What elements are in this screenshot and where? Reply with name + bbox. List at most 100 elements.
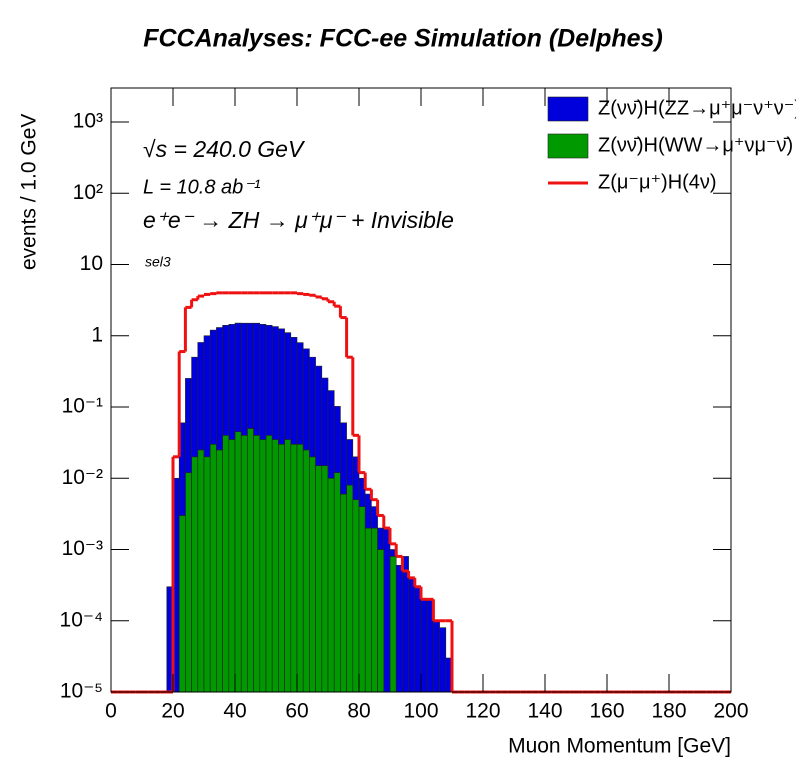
histogram-bar [302, 348, 310, 451]
histogram-bar [228, 324, 236, 440]
histogram-bar [414, 586, 422, 693]
y-tick-label: 10⁻⁵ [60, 680, 103, 703]
histogram-bar [203, 456, 211, 693]
histogram-bar [234, 431, 242, 693]
annotation: √s = 240.0 GeV [143, 136, 306, 162]
annotation: L = 10.8 ab⁻¹ [143, 176, 261, 198]
histogram-bar [327, 390, 335, 479]
histogram-bar [191, 456, 199, 693]
histogram-bar [327, 477, 335, 693]
histogram-bar [240, 322, 248, 436]
histogram-bar [222, 325, 230, 436]
x-tick-label: 60 [285, 700, 308, 723]
histogram-bar [408, 577, 416, 693]
histogram-bar [185, 378, 192, 473]
histogram-bar [309, 356, 316, 458]
histogram-bar [371, 527, 378, 693]
histogram-bar [371, 506, 378, 529]
y-axis-label: events / 1.0 GeV [18, 114, 41, 270]
histogram-bar [253, 435, 261, 693]
histogram-bar [346, 484, 354, 693]
histogram-bar [296, 443, 304, 693]
histogram-bar [321, 377, 329, 467]
x-tick-label: 200 [713, 700, 748, 723]
histogram-bar [340, 422, 347, 495]
histogram-bar [265, 325, 273, 436]
y-tick-label: 1 [91, 323, 103, 346]
histogram-bar [234, 322, 242, 433]
chart-title: FCCAnalyses: FCC-ee Simulation (Delphes) [143, 25, 663, 53]
histogram-bar [278, 328, 285, 445]
histogram-bar [185, 472, 192, 693]
histogram-bar [315, 365, 323, 467]
histogram-bar [284, 439, 292, 693]
y-tick-label: 10⁻¹ [62, 395, 103, 418]
histogram-bar [178, 515, 186, 693]
histogram-bar [228, 439, 236, 693]
histogram-bar [209, 329, 217, 445]
histogram-bar [265, 435, 273, 693]
x-tick-label: 140 [527, 700, 562, 723]
histogram-bar [377, 527, 385, 550]
histogram-bar [253, 322, 261, 436]
y-tick-label: 10² [73, 181, 103, 204]
histogram-bar [296, 342, 304, 445]
histogram-bar [333, 472, 341, 693]
y-tick-label: 10⁻³ [62, 537, 103, 560]
histogram-bar [420, 599, 428, 693]
histogram-bar [290, 443, 298, 693]
histogram-bar [222, 435, 230, 693]
histogram-bar [315, 465, 323, 693]
histogram-bar [321, 465, 329, 693]
histogram-bar [358, 506, 366, 693]
x-tick-label: 0 [105, 700, 117, 723]
histogram-bar [309, 456, 316, 693]
legend-swatch [547, 96, 589, 122]
annotation: e⁺e⁻ → ZH → μ⁺μ⁻ + Invisible [143, 207, 454, 233]
histogram-bar [383, 527, 391, 693]
histogram-bar [352, 499, 360, 693]
x-tick-label: 20 [161, 700, 184, 723]
histogram-bar [364, 527, 372, 693]
histogram-bar [247, 428, 254, 693]
legend-label: Z(νν̄)H(ZZ→μ⁺μ⁻ν⁺ν⁻) [598, 97, 796, 119]
histogram-bar [216, 327, 223, 451]
histogram-bar [433, 620, 440, 693]
histogram-bar [333, 406, 341, 473]
histogram-bar [259, 439, 267, 693]
x-tick-label: 120 [465, 700, 500, 723]
histogram-bar [290, 337, 298, 445]
x-tick-label: 80 [347, 700, 370, 723]
histogram-bar [271, 326, 279, 440]
histogram-bar [346, 439, 354, 486]
y-tick-label: 10⁻² [62, 466, 103, 489]
histogram-bar [278, 443, 285, 693]
histogram-bar [216, 449, 223, 693]
histogram-bar [395, 565, 403, 693]
x-tick-label: 160 [589, 700, 624, 723]
x-tick-label: 100 [403, 700, 438, 723]
histogram-bar [197, 449, 205, 693]
legend-label: Z(νν̄)H(WW→μ⁺νμ⁻ν̄) [598, 134, 793, 156]
y-tick-label: 10 [80, 252, 103, 275]
histogram-bar [203, 335, 211, 458]
x-axis-label: Muon Momentum [GeV] [508, 735, 731, 758]
histogram-bar [302, 449, 310, 693]
histogram-bar [191, 356, 199, 458]
histogram-bar [340, 493, 347, 693]
histogram-bar [197, 342, 205, 451]
histogram-bar [358, 477, 366, 507]
legend-label: Z(μ⁻μ⁺)H(4ν) [598, 171, 717, 193]
histogram-bar [247, 322, 254, 429]
histogram-bar [259, 324, 267, 440]
histogram-bar [377, 549, 385, 693]
histogram-bar [439, 627, 447, 693]
histogram-bar [240, 435, 248, 693]
histogram-bar [209, 443, 217, 693]
histogram-bar [389, 556, 397, 693]
x-tick-label: 40 [223, 700, 246, 723]
histogram-bar [284, 332, 292, 440]
x-tick-label: 180 [651, 700, 686, 723]
y-tick-label: 10³ [73, 110, 103, 133]
